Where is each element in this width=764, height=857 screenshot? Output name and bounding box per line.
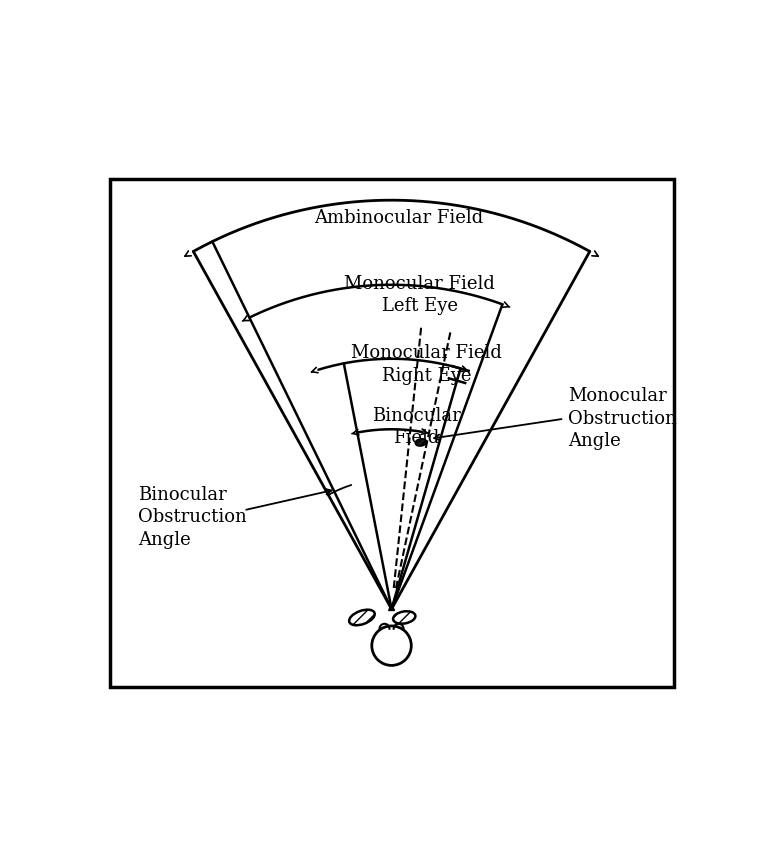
Polygon shape	[389, 604, 394, 610]
Text: Binocular
Obstruction
Angle: Binocular Obstruction Angle	[138, 486, 247, 548]
Text: Ambinocular Field: Ambinocular Field	[314, 209, 483, 227]
Text: Monocular Field
Left Eye: Monocular Field Left Eye	[345, 275, 495, 315]
Text: Binocular
Field: Binocular Field	[372, 407, 461, 447]
Ellipse shape	[393, 611, 416, 624]
Text: Monocular
Obstruction
Angle: Monocular Obstruction Angle	[568, 387, 676, 450]
Text: Monocular Field
Right Eye: Monocular Field Right Eye	[351, 345, 502, 385]
Ellipse shape	[416, 439, 426, 446]
Ellipse shape	[349, 609, 374, 626]
